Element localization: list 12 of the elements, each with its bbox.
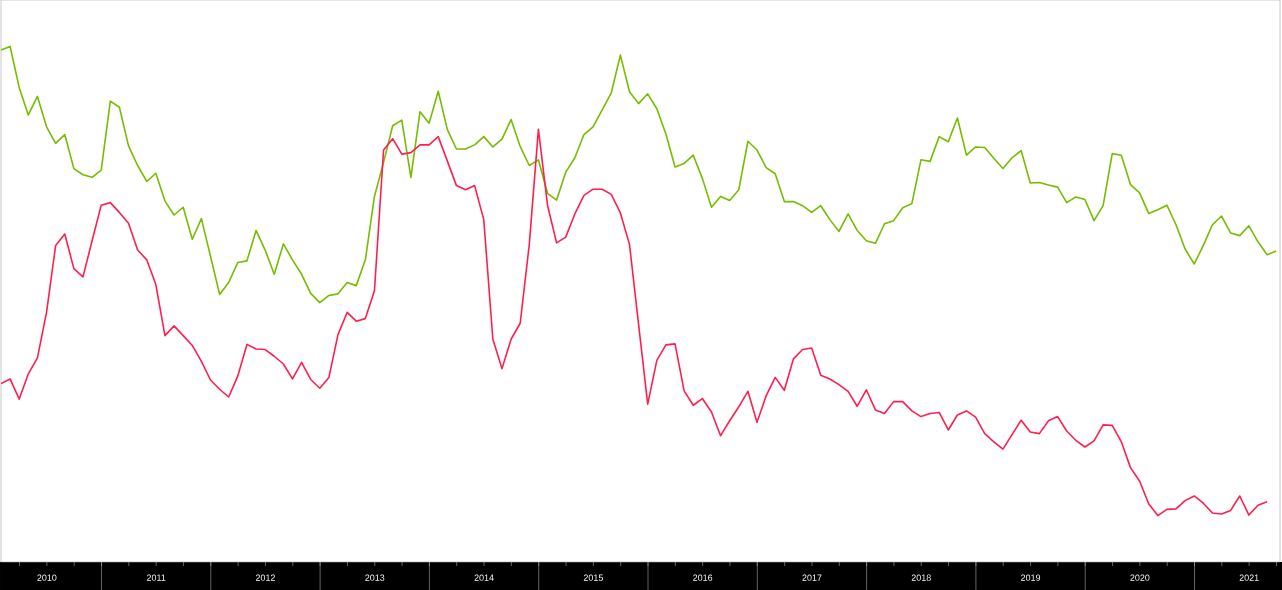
x-tick-label: 2014 (474, 574, 494, 581)
x-tick-label: 2018 (911, 574, 931, 581)
x-tick-label: 2017 (802, 574, 822, 581)
x-tick-label: 2021 (1239, 574, 1259, 581)
x-tick-label: 2019 (1021, 574, 1041, 581)
x-tick-label: 2013 (365, 574, 385, 581)
x-tick-label: 2015 (583, 574, 603, 581)
x-tick-label: 2010 (37, 574, 57, 581)
x-tick-label: 2020 (1130, 574, 1150, 581)
x-tick-label: 2016 (693, 574, 713, 581)
x-tick-label: 2012 (255, 574, 275, 581)
x-tick-label: 2011 (146, 574, 166, 581)
